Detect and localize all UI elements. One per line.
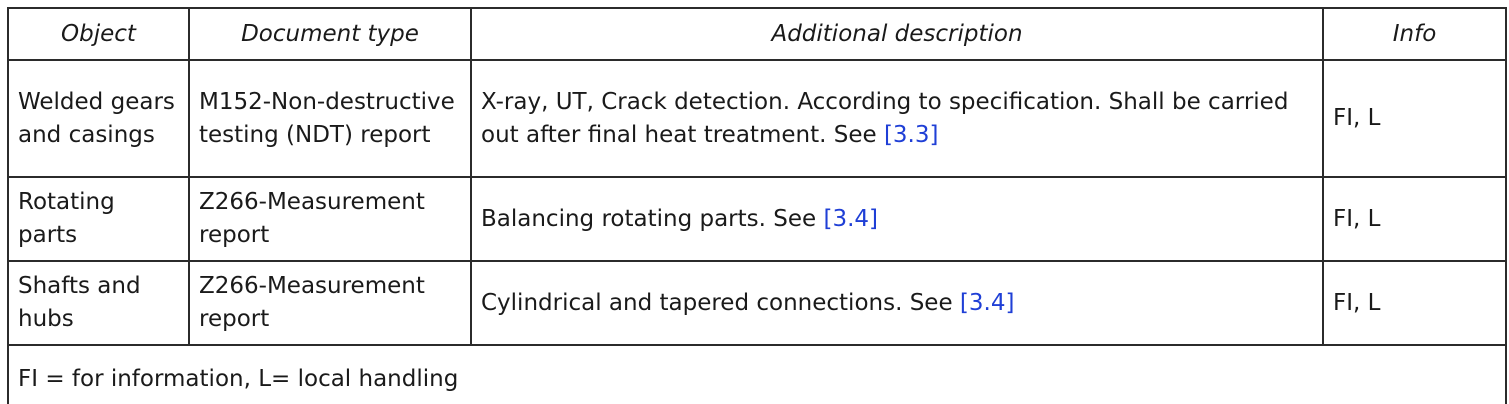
reference-link[interactable]: [3.3]: [883, 121, 939, 148]
cell-description: Cylindrical and tapered connections. See…: [470, 260, 1324, 346]
cell-document-type: Z266-Measurement report: [188, 260, 472, 346]
cell-document-type: Z266-Measurement report: [188, 176, 472, 262]
reference-link[interactable]: [3.4]: [959, 289, 1015, 316]
cell-document-type: M152-Non-destructive testing (NDT) repor…: [188, 59, 472, 178]
cell-description: X-ray, UT, Crack detection. According to…: [470, 59, 1324, 178]
table-footnote-row: FI = for information, L= local handling: [7, 344, 1507, 404]
description-text: X-ray, UT, Crack detection. According to…: [481, 88, 1289, 148]
header-info: Info: [1322, 7, 1507, 61]
document-requirements-table: Object Document type Additional descript…: [7, 7, 1507, 404]
header-object: Object: [7, 7, 190, 61]
table-header-row: Object Document type Additional descript…: [7, 7, 1507, 61]
table-row: Rotating parts Z266-Measurement report B…: [7, 176, 1507, 262]
cell-info: FI, L: [1322, 260, 1507, 346]
header-additional-description: Additional description: [470, 7, 1324, 61]
cell-description: Balancing rotating parts. See [3.4]: [470, 176, 1324, 262]
cell-object: Rotating parts: [7, 176, 190, 262]
cell-info: FI, L: [1322, 59, 1507, 178]
description-text: Cylindrical and tapered connections. See: [481, 289, 953, 316]
cell-info: FI, L: [1322, 176, 1507, 262]
cell-object: Shafts and hubs: [7, 260, 190, 346]
header-document-type: Document type: [188, 7, 472, 61]
table-row: Welded gears and casings M152-Non-destru…: [7, 59, 1507, 178]
description-text: Balancing rotating parts. See: [481, 205, 817, 232]
reference-link[interactable]: [3.4]: [823, 205, 879, 232]
table-row: Shafts and hubs Z266-Measurement report …: [7, 260, 1507, 346]
table-footnote: FI = for information, L= local handling: [7, 344, 1507, 404]
cell-object: Welded gears and casings: [7, 59, 190, 178]
